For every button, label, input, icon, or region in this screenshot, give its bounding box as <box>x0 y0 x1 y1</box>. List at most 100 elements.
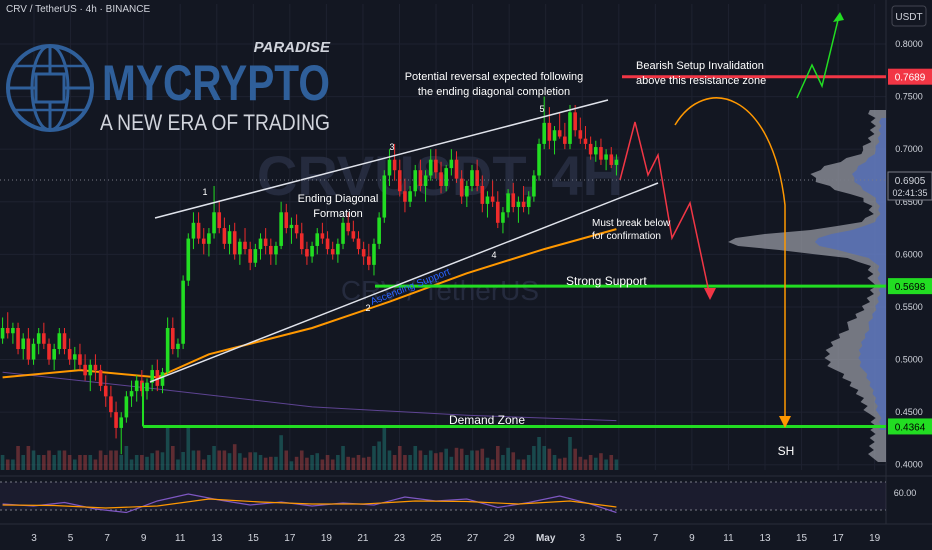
volume-bar <box>449 456 454 470</box>
volume-bar <box>542 446 547 470</box>
candle <box>459 170 464 204</box>
candle <box>465 180 469 208</box>
volume-bar <box>439 452 443 470</box>
price-levels <box>142 75 886 428</box>
strong-support-tag <box>888 278 932 295</box>
candle <box>57 327 62 355</box>
volume-bar <box>170 446 175 470</box>
volume-bar <box>490 459 495 470</box>
volume-bar <box>232 444 237 470</box>
price-scale-ticks: 0.8000 0.7500 0.7000 0.6500 0.6000 0.5500 0.50… <box>895 39 923 470</box>
volume-bar <box>320 459 325 470</box>
candle <box>160 367 165 394</box>
rsi-tick-label: 60.00 <box>894 488 917 498</box>
rsi-band <box>0 482 886 510</box>
time-tick-label: 19 <box>869 533 881 544</box>
time-tick-label: 7 <box>653 533 659 544</box>
volume-bar <box>526 455 531 470</box>
volume-bar <box>155 450 160 470</box>
symbol-header: CRV / TetherUS · 4h · BINANCE <box>6 4 151 15</box>
volume-bar <box>67 455 72 470</box>
sh-label: SH <box>778 444 795 458</box>
candle <box>573 104 577 137</box>
currency-label-box[interactable] <box>891 5 927 27</box>
volume-bar <box>243 457 247 470</box>
wave-label-4: 4 <box>491 250 496 260</box>
candle <box>614 154 619 176</box>
volume-bar <box>196 450 201 470</box>
volume-bar <box>52 455 56 470</box>
candle <box>521 185 526 213</box>
volume-bar <box>428 450 433 470</box>
volume-bar <box>299 450 304 470</box>
candle <box>31 338 36 365</box>
candle <box>248 241 252 271</box>
volume-profile <box>728 110 886 462</box>
candle <box>439 161 443 194</box>
volume-bar <box>367 456 371 470</box>
candle <box>155 359 160 392</box>
volume-bar <box>495 446 500 470</box>
grid <box>0 4 886 470</box>
volume-bar <box>201 459 206 470</box>
candle <box>140 370 144 397</box>
candle <box>563 122 567 150</box>
channel-upper-line[interactable] <box>154 99 609 219</box>
candle <box>470 164 474 192</box>
candle <box>186 233 191 286</box>
candle <box>325 231 330 255</box>
volume-bar <box>47 450 51 470</box>
volume-bar <box>36 455 41 470</box>
volume-bar <box>578 456 583 470</box>
volume-bar <box>78 455 82 470</box>
candle <box>356 231 361 255</box>
volume-bar <box>403 455 407 470</box>
time-axis-ticks[interactable]: 3 5 7 9 11 13 15 17 19 21 23 25 27 29 May 3 5 7 9 11 13 15 17 1… <box>31 533 880 544</box>
volume-profile-value-area <box>814 118 886 430</box>
channel-lower-line[interactable] <box>149 182 659 383</box>
candle <box>305 241 309 265</box>
candle <box>408 185 412 208</box>
volume-bar <box>0 455 5 470</box>
bearish-projection-path[interactable] <box>619 121 711 298</box>
candle <box>5 312 10 339</box>
price-tick-label: 0.8000 <box>895 39 923 49</box>
strong-support-label: Strong Support <box>566 274 647 288</box>
candle <box>62 327 67 355</box>
time-tick-label: 5 <box>616 533 622 544</box>
candle <box>392 143 397 181</box>
candle <box>475 159 479 192</box>
candle <box>47 338 51 365</box>
volume-bar <box>176 459 180 470</box>
resistance-tag <box>888 68 932 85</box>
volume-bar <box>222 450 227 470</box>
candle <box>294 214 299 239</box>
time-tick-label: 9 <box>689 533 695 544</box>
volume-bar <box>568 437 572 470</box>
price-scale-panel[interactable] <box>886 0 932 550</box>
candle <box>165 317 170 376</box>
candle <box>212 185 216 239</box>
volume-bar <box>253 452 258 470</box>
volume-bar <box>305 457 309 470</box>
reversal-note-line1: Potential reversal expected following <box>405 71 584 83</box>
ending-diagonal-line2: Formation <box>313 208 363 220</box>
volume-bar <box>563 457 567 470</box>
candle <box>253 243 258 267</box>
candle <box>42 322 46 350</box>
bullish-projection-path[interactable] <box>796 19 839 99</box>
candle <box>336 238 340 263</box>
volume-bar <box>614 459 619 470</box>
last-price-value: 0.6905 <box>895 176 926 187</box>
candle <box>238 238 242 265</box>
price-tick-label: 0.5000 <box>895 355 923 365</box>
volume-bar <box>103 455 108 470</box>
candle <box>258 233 263 260</box>
volume-bar <box>583 459 588 470</box>
reversal-arc-projection[interactable] <box>674 97 786 420</box>
volume-bar <box>434 453 438 470</box>
time-tick-label: 27 <box>467 533 479 544</box>
volume-bar <box>325 455 330 470</box>
candle <box>413 164 418 197</box>
